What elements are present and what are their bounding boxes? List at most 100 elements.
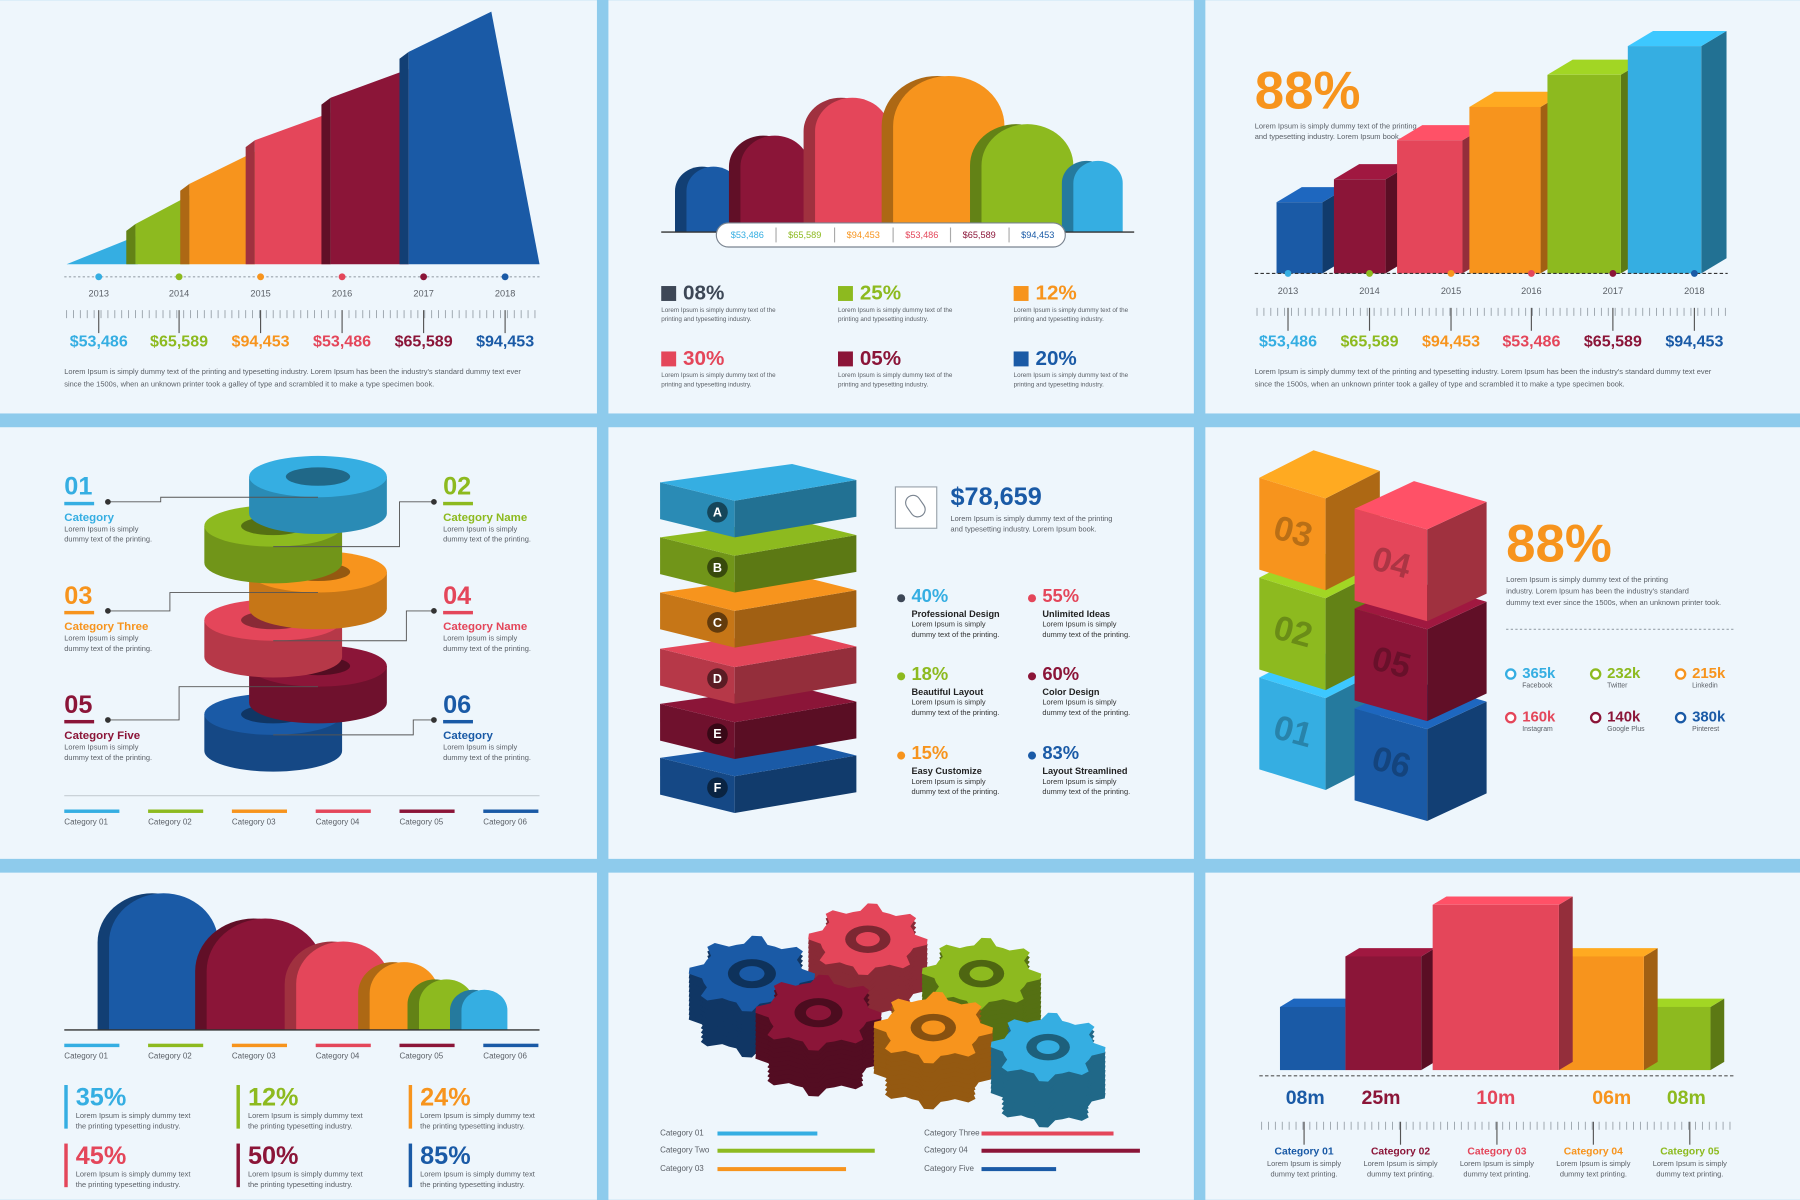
cube-left (1259, 677, 1326, 790)
social-name: Facebook (1522, 682, 1553, 689)
gear-hole-inner (855, 932, 880, 947)
headline-text: and typesetting industry. Lorem Ipsum bo… (1255, 132, 1401, 141)
legend-bar (483, 809, 539, 813)
stat-text: the printing typesetting industry. (248, 1121, 353, 1130)
item-text: Lorem Ipsum is simply (64, 524, 138, 533)
legend-label: Category 04 (924, 1146, 968, 1155)
year-label: 2014 (1359, 286, 1379, 296)
arch (815, 97, 890, 233)
stat-value: 15% (911, 742, 948, 763)
value-label: 25m (1361, 1087, 1400, 1109)
stat-value: 08% (683, 282, 724, 305)
stat-title: Professional Design (911, 609, 1000, 619)
item-underline (443, 610, 473, 615)
description: Lorem Ipsum is simply dummy text of the … (64, 367, 521, 376)
connector (273, 610, 434, 642)
social-dot (1504, 711, 1517, 724)
slab-top (660, 685, 857, 723)
year-label: 2018 (495, 288, 515, 298)
block-top (1345, 948, 1435, 957)
legend-label: Category 01 (64, 1051, 108, 1060)
slab-right (734, 480, 857, 538)
pill-value: $65,589 (963, 230, 996, 240)
block-top (1432, 896, 1573, 905)
stair-step (408, 11, 540, 265)
pill-value: $53,486 (731, 230, 764, 240)
description: since the 1500s, when an unknown printer… (64, 380, 434, 389)
slab-badge (707, 777, 728, 799)
stat-text: Lorem Ipsum is simply (911, 620, 985, 629)
panel-background (0, 872, 597, 1200)
stat-bar (408, 1085, 413, 1129)
item-text: Lorem Ipsum is simply (64, 742, 138, 751)
stat-text: Lorem Ipsum is simply dummy text of the (838, 372, 953, 379)
connector (273, 501, 434, 548)
timeline-dot (175, 273, 183, 281)
item-title: Category Name (443, 621, 527, 633)
arch (1073, 160, 1123, 233)
value-label: $94,453 (232, 333, 290, 351)
year-label: 2013 (1278, 286, 1298, 296)
stat-text: printing and typesetting industry. (661, 316, 751, 323)
timeline-dot (501, 273, 509, 281)
value-label: $53,486 (313, 333, 371, 351)
category-text: dummy text printing. (1656, 1170, 1723, 1179)
legend-bar (717, 1148, 875, 1153)
bar-top (1469, 91, 1566, 107)
social-dot (1674, 668, 1687, 680)
year-label: 2017 (413, 288, 433, 298)
cube-right (1427, 601, 1487, 722)
category-text: Lorem Ipsum is simply (1653, 1159, 1727, 1168)
stat-text: printing and typesetting industry. (1014, 316, 1104, 323)
connector-dot (431, 608, 437, 614)
legend-bar (981, 1167, 1057, 1172)
value-label: 08m (1667, 1087, 1706, 1109)
item-number: 01 (64, 473, 92, 501)
item-text: dummy text of the printing. (443, 644, 531, 653)
item-text: Lorem Ipsum is simply (443, 633, 517, 642)
category-text: dummy text printing. (1367, 1170, 1434, 1179)
value-label: $94,453 (476, 333, 534, 351)
stat-value: 45% (76, 1142, 127, 1170)
stat-dot (1027, 594, 1037, 603)
category-title: Category 03 (1467, 1146, 1526, 1157)
stat-value: 18% (911, 663, 948, 684)
amount-text: Lorem Ipsum is simply dummy text of the … (951, 514, 1113, 523)
item-title: Category Name (443, 512, 527, 524)
legend-bar (315, 809, 371, 813)
stat-bar (64, 1085, 68, 1129)
stat-text: dummy text of the printing. (1042, 708, 1130, 717)
timeline-dot (1609, 269, 1617, 277)
stat-text: printing and typesetting industry. (661, 381, 751, 388)
social-name: Google Plus (1607, 726, 1645, 733)
icon-frame (894, 486, 938, 529)
item-number: 04 (443, 582, 471, 610)
item-text: dummy text of the printing. (443, 753, 531, 762)
value-label: $53,486 (1502, 333, 1560, 351)
stat-text: dummy text of the printing. (911, 787, 999, 796)
item-title: Category (64, 512, 114, 524)
legend-label: Category Two (660, 1146, 710, 1155)
cube-left (1259, 577, 1326, 691)
social-name: Linkedin (1692, 682, 1718, 689)
connector (273, 719, 434, 736)
pill-value: $94,453 (847, 230, 880, 240)
category-text: Lorem Ipsum is simply (1556, 1159, 1630, 1168)
connector (107, 686, 318, 721)
category-title: Category 04 (1564, 1146, 1623, 1157)
bar-top (1276, 187, 1348, 203)
item-number: 03 (64, 582, 92, 610)
stat-value: 50% (248, 1142, 299, 1170)
cube-left (1354, 708, 1428, 821)
stair-side (180, 183, 190, 265)
category-text: dummy text printing. (1271, 1170, 1338, 1179)
legend-label: Category 02 (148, 817, 192, 826)
cube-left (1354, 508, 1428, 622)
legend-bar (981, 1131, 1114, 1136)
stat-bar (236, 1085, 240, 1129)
legend-bar (231, 809, 287, 813)
stat-text: Lorem Ipsum is simply dummy text (248, 1111, 364, 1120)
cube-top (1259, 450, 1380, 499)
legend-bar (717, 1131, 818, 1136)
stair-side (399, 51, 409, 265)
